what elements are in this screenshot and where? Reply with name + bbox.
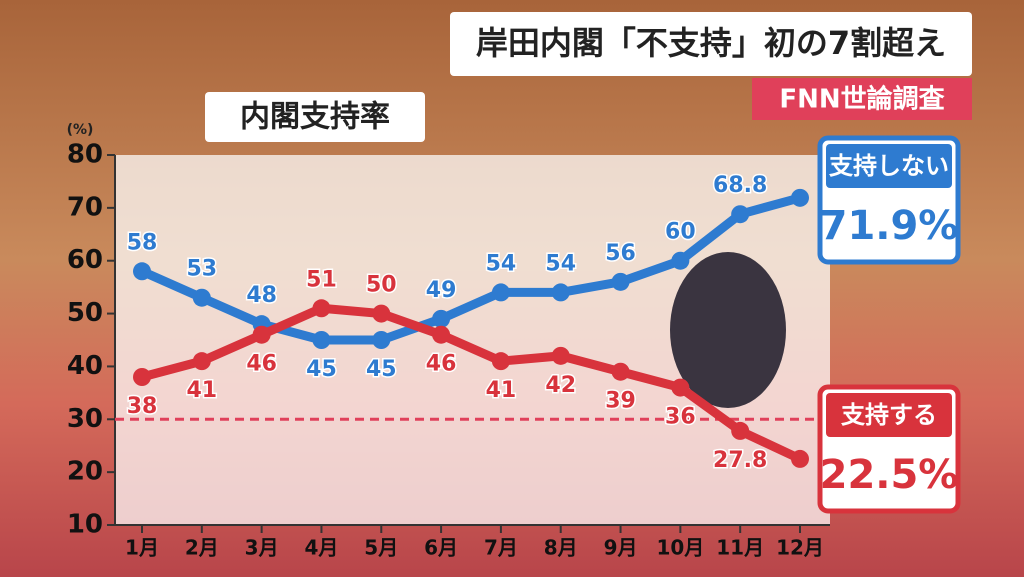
data-label: 42 [545, 373, 576, 398]
point [611, 362, 630, 381]
y-tick-label: 20 [67, 457, 103, 487]
point [671, 378, 690, 397]
portrait [670, 252, 786, 408]
callout-value: 22.5% [820, 452, 959, 498]
title-box [450, 12, 972, 76]
data-label: 41 [486, 378, 517, 403]
x-tick-label: 3月 [245, 536, 279, 560]
data-label: 54 [486, 251, 517, 276]
point [551, 346, 570, 365]
data-label: 36 [665, 405, 696, 430]
data-label: 39 [605, 389, 636, 414]
chart-title: 内閣支持率 [240, 100, 390, 135]
x-tick-label: 12月 [776, 536, 824, 560]
title: 岸田内閣「不支持」初の7割超え [476, 24, 946, 62]
data-label: 49 [426, 278, 457, 303]
point [671, 251, 690, 270]
point [133, 262, 151, 281]
data-label: 41 [187, 378, 218, 403]
point [372, 304, 391, 323]
point [372, 331, 391, 349]
legend-label: 支持する [841, 401, 937, 429]
y-unit: (%) [67, 122, 94, 138]
y-tick-label: 70 [67, 192, 103, 222]
x-tick-label: 6月 [424, 536, 458, 560]
series-line [140, 303, 802, 464]
data-label: 48 [246, 283, 277, 308]
point [491, 283, 510, 302]
point [551, 283, 570, 302]
x-tick-label: 2月 [185, 536, 219, 560]
point [432, 309, 451, 328]
point [731, 421, 750, 440]
data-label: 54 [545, 251, 576, 276]
data-label: 45 [306, 357, 337, 382]
point [791, 188, 809, 207]
point [611, 272, 630, 291]
x-tick-label: 8月 [544, 536, 578, 560]
x-tick-label: 9月 [604, 536, 638, 560]
x-tick-label: 7月 [484, 536, 518, 560]
legend-label: 支持しない [829, 152, 949, 180]
point [432, 325, 451, 344]
y-tick-label: 50 [67, 298, 103, 328]
data-label: 60 [665, 220, 696, 245]
point [192, 352, 211, 371]
data-label: 56 [605, 241, 636, 266]
series-line [140, 193, 802, 345]
y-tick-label: 10 [67, 510, 103, 540]
x-tick-label: 11月 [716, 536, 764, 560]
data-label: 45 [366, 357, 397, 382]
subtitle-box [752, 78, 972, 120]
point [133, 368, 151, 386]
x-tick-label: 4月 [304, 536, 338, 560]
data-label: 51 [306, 267, 337, 292]
x-tick-label: 1月 [125, 536, 159, 560]
x-tick-label: 10月 [656, 536, 704, 560]
point [791, 449, 809, 468]
y-tick-label: 60 [67, 245, 103, 275]
point [252, 325, 271, 344]
callout-value: 71.9% [820, 203, 959, 249]
data-label: 50 [366, 273, 397, 298]
callout-head [826, 393, 952, 437]
chart-title-box [205, 92, 425, 142]
point [491, 352, 510, 371]
data-label: 46 [426, 352, 457, 377]
data-label: 38 [127, 394, 158, 419]
y-tick-label: 80 [67, 140, 103, 170]
data-label: 27.8 [713, 448, 767, 473]
y-tick-label: 30 [67, 404, 103, 434]
data-label: 58 [127, 230, 158, 255]
point [731, 205, 750, 224]
point [192, 288, 211, 307]
data-label: 68.8 [713, 173, 767, 198]
x-tick-label: 5月 [364, 536, 398, 560]
point [312, 299, 331, 318]
callout-head [826, 144, 952, 188]
data-label: 46 [246, 352, 277, 377]
subtitle: FNN世論調査 [779, 84, 944, 115]
y-tick-label: 40 [67, 351, 103, 381]
data-label: 53 [187, 257, 218, 282]
point [312, 331, 331, 349]
